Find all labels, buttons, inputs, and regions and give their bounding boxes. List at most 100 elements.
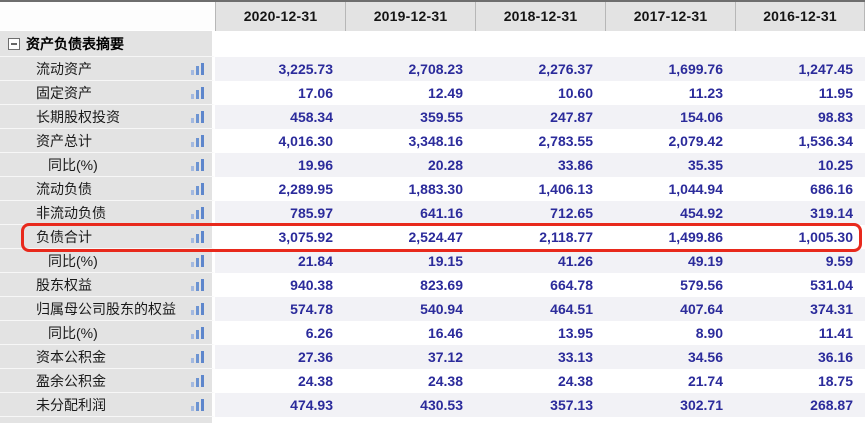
value-cell: 35.35 — [687, 157, 723, 173]
value-cell: 2,118.77 — [539, 229, 593, 245]
bar-chart-icon[interactable] — [191, 302, 205, 315]
value-cell: 2,524.47 — [408, 229, 464, 245]
section-header-spacer — [215, 31, 865, 57]
value-cell: 1,247.45 — [798, 61, 854, 77]
row-label-cell: 资产总计 — [0, 129, 215, 153]
partial-value-strip — [215, 417, 865, 423]
value-cell: 247.87 — [550, 109, 593, 125]
value-cell: 21.74 — [687, 373, 723, 389]
bar-chart-icon[interactable] — [191, 182, 205, 195]
table-row[interactable]: 流动资产 3,225.73 2,708.23 2,276.37 1,699.76… — [0, 57, 865, 81]
row-label: 资本公积金 — [36, 348, 106, 365]
table-row[interactable]: 长期股权投资 458.34 359.55 247.87 154.06 98.83 — [0, 105, 865, 129]
bar-chart-icon[interactable] — [191, 206, 205, 219]
table-header-row: 2020-12-31 2019-12-31 2018-12-31 2017-12… — [0, 2, 865, 31]
value-cell: 302.71 — [680, 397, 723, 413]
bar-chart-icon[interactable] — [191, 86, 205, 99]
bar-chart-icon[interactable] — [191, 278, 205, 291]
value-cell: 2,079.42 — [668, 133, 724, 149]
row-values: 3,075.92 2,524.47 2,118.77 1,499.86 1,00… — [215, 225, 865, 249]
row-values: 21.84 19.15 41.26 49.19 9.59 — [215, 249, 865, 273]
row-values: 24.38 24.38 24.38 21.74 18.75 — [215, 369, 865, 393]
bar-chart-icon[interactable] — [191, 398, 205, 411]
bar-chart-icon[interactable] — [191, 230, 205, 243]
bar-chart-icon[interactable] — [191, 350, 205, 363]
value-cell: 11.95 — [818, 85, 853, 101]
value-cell: 24.38 — [297, 373, 333, 389]
value-cell: 664.78 — [550, 277, 593, 293]
value-cell: 27.36 — [297, 349, 333, 365]
bar-chart-icon[interactable] — [191, 254, 205, 267]
value-cell: 154.06 — [680, 109, 723, 125]
bar-chart-icon[interactable] — [191, 326, 205, 339]
value-cell: 16.46 — [427, 325, 463, 341]
row-values: 785.97 641.16 712.65 454.92 319.14 — [215, 201, 865, 225]
bar-chart-icon[interactable] — [191, 134, 205, 147]
bar-chart-icon[interactable] — [191, 374, 205, 387]
value-cell: 11.23 — [688, 85, 723, 101]
value-cell: 268.87 — [810, 397, 853, 413]
row-label-cell: 流动负债 — [0, 177, 215, 201]
table-row[interactable]: 固定资产 17.06 12.49 10.60 11.23 11.95 — [0, 81, 865, 105]
value-cell: 20.28 — [427, 157, 463, 173]
value-cell: 1,499.86 — [668, 229, 724, 245]
table-body: 流动资产 3,225.73 2,708.23 2,276.37 1,699.76… — [0, 57, 865, 417]
value-cell: 33.86 — [557, 157, 593, 173]
row-label-cell: 同比(%) — [0, 249, 215, 273]
row-values: 2,289.95 1,883.30 1,406.13 1,044.94 686.… — [215, 177, 865, 201]
table-row[interactable]: 股东权益 940.38 823.69 664.78 579.56 531.04 — [0, 273, 865, 297]
value-cell: 33.13 — [557, 349, 593, 365]
table-row[interactable]: 盈余公积金 24.38 24.38 24.38 21.74 18.75 — [0, 369, 865, 393]
bar-chart-icon[interactable] — [191, 110, 205, 123]
value-cell: 12.49 — [427, 85, 463, 101]
row-values: 458.34 359.55 247.87 154.06 98.83 — [215, 105, 865, 129]
row-label: 未分配利润 — [36, 396, 106, 413]
value-cell: 13.95 — [557, 325, 593, 341]
table-row[interactable]: 资本公积金 27.36 37.12 33.13 34.56 36.16 — [0, 345, 865, 369]
table-row[interactable]: 非流动负债 785.97 641.16 712.65 454.92 319.14 — [0, 201, 865, 225]
partial-row — [0, 417, 865, 423]
value-cell: 11.41 — [818, 325, 853, 341]
value-cell: 8.90 — [695, 325, 723, 341]
value-cell: 49.19 — [687, 253, 723, 269]
value-cell: 712.65 — [550, 205, 593, 221]
value-cell: 540.94 — [420, 301, 463, 317]
value-cell: 1,536.34 — [798, 133, 854, 149]
table-row[interactable]: 资产总计 4,016.30 3,348.16 2,783.55 2,079.42… — [0, 129, 865, 153]
value-cell: 10.60 — [557, 85, 593, 101]
column-header-2018[interactable]: 2018-12-31 — [475, 2, 605, 31]
value-cell: 36.16 — [817, 349, 853, 365]
row-label: 负债合计 — [36, 228, 92, 245]
table-row[interactable]: 归属母公司股东的权益 574.78 540.94 464.51 407.64 3… — [0, 297, 865, 321]
row-label: 股东权益 — [36, 276, 92, 293]
column-header-2019[interactable]: 2019-12-31 — [345, 2, 475, 31]
table-row[interactable]: 同比(%) 21.84 19.15 41.26 49.19 9.59 — [0, 249, 865, 273]
bar-chart-icon[interactable] — [191, 158, 205, 171]
value-cell: 24.38 — [427, 373, 463, 389]
row-label: 归属母公司股东的权益 — [36, 300, 176, 317]
collapse-minus-icon[interactable] — [8, 37, 20, 50]
bar-chart-icon[interactable] — [191, 62, 205, 75]
value-cell: 3,075.92 — [278, 229, 334, 245]
row-values: 4,016.30 3,348.16 2,783.55 2,079.42 1,53… — [215, 129, 865, 153]
value-cell: 41.26 — [557, 253, 593, 269]
value-cell: 6.26 — [305, 325, 333, 341]
table-row[interactable]: 流动负债 2,289.95 1,883.30 1,406.13 1,044.94… — [0, 177, 865, 201]
value-cell: 641.16 — [420, 205, 463, 221]
table-row[interactable]: 负债合计 3,075.92 2,524.47 2,118.77 1,499.86… — [0, 225, 865, 249]
value-cell: 1,044.94 — [668, 181, 724, 197]
table-row[interactable]: 同比(%) 19.96 20.28 33.86 35.35 10.25 — [0, 153, 865, 177]
row-label-cell: 未分配利润 — [0, 393, 215, 417]
value-cell: 9.59 — [825, 253, 853, 269]
section-title: 资产负债表摘要 — [26, 35, 124, 52]
column-header-2017[interactable]: 2017-12-31 — [605, 2, 735, 31]
table-row[interactable]: 同比(%) 6.26 16.46 13.95 8.90 11.41 — [0, 321, 865, 345]
value-cell: 1,005.30 — [798, 229, 854, 245]
table-row[interactable]: 未分配利润 474.93 430.53 357.13 302.71 268.87 — [0, 393, 865, 417]
value-cell: 1,699.76 — [668, 61, 724, 77]
value-cell: 37.12 — [427, 349, 463, 365]
column-header-2016[interactable]: 2016-12-31 — [735, 2, 865, 31]
column-header-2020[interactable]: 2020-12-31 — [215, 2, 345, 31]
value-cell: 686.16 — [810, 181, 853, 197]
row-label-cell: 负债合计 — [0, 225, 215, 249]
